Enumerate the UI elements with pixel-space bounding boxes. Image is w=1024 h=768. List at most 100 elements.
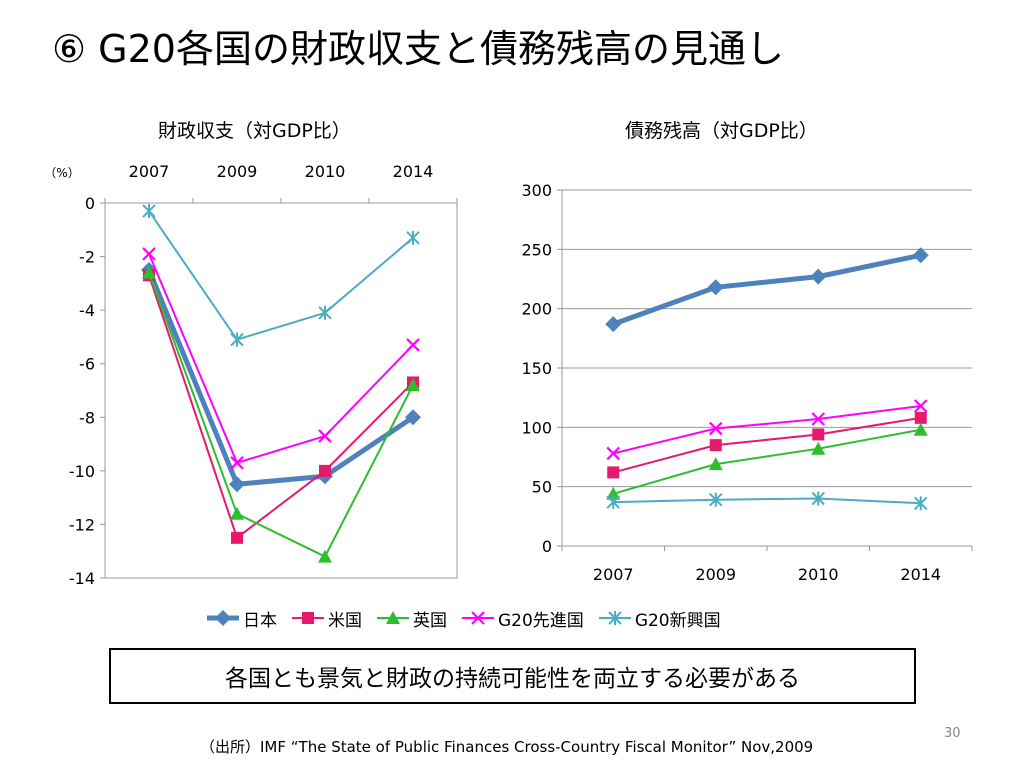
data-point-stroke bbox=[318, 429, 332, 443]
data-point bbox=[607, 466, 620, 479]
series-line bbox=[613, 497, 921, 505]
data-point bbox=[230, 332, 244, 347]
legend-swatch bbox=[207, 610, 239, 626]
data-point bbox=[406, 378, 420, 392]
y-tick-label: -14 bbox=[69, 569, 95, 588]
y-tick-label: -12 bbox=[69, 515, 95, 534]
note-text: 各国とも景気と財政の持続可能性を両立する必要がある bbox=[225, 666, 800, 692]
y-tick-label: -4 bbox=[79, 301, 95, 320]
data-point bbox=[142, 247, 156, 261]
fiscal-balance-chart: 0 -2 -4 -6 -8 -10 -12 -14 2007 2009 2010 2014 （%） bbox=[44, 162, 458, 588]
legend-marker bbox=[386, 611, 400, 624]
x-tick-label: 2007 bbox=[129, 162, 170, 181]
data-point bbox=[812, 428, 825, 441]
legend-label: 米国 bbox=[328, 610, 362, 631]
data-point bbox=[606, 446, 621, 461]
slide-title: ⑥ G20各国の財政収支と債務残高の見通し bbox=[52, 27, 784, 71]
legend-swatch bbox=[377, 611, 409, 624]
data-point bbox=[913, 422, 928, 436]
data-point bbox=[811, 441, 826, 455]
legend-marker bbox=[608, 611, 622, 625]
y-tick-label: 50 bbox=[532, 478, 552, 497]
data-point bbox=[318, 549, 332, 563]
x-tick-label: 2010 bbox=[798, 565, 839, 584]
data-point bbox=[406, 230, 420, 245]
legend-swatch bbox=[462, 611, 494, 625]
debt-chart-title: 債務残高（対GDP比） bbox=[625, 120, 818, 142]
series-line bbox=[612, 428, 921, 495]
y-tick-label: -8 bbox=[79, 408, 95, 427]
data-point bbox=[319, 464, 331, 477]
y-tick-label: -6 bbox=[79, 355, 95, 374]
debt-chart: 300 250 200 150 100 50 0 2007 2009 2010 2014 bbox=[521, 181, 973, 584]
data-point-stroke bbox=[606, 446, 621, 461]
x-tick-label: 2009 bbox=[217, 162, 258, 181]
data-point-stroke bbox=[406, 338, 420, 352]
series-line bbox=[148, 210, 414, 341]
data-point-stroke bbox=[142, 247, 156, 261]
legend-marker-stroke bbox=[471, 611, 485, 625]
y-tick-label: 0 bbox=[85, 194, 95, 213]
data-point bbox=[405, 409, 421, 426]
data-point bbox=[318, 429, 332, 443]
x-tick-label: 2010 bbox=[305, 162, 346, 181]
data-point bbox=[709, 439, 722, 452]
data-point-stroke bbox=[811, 412, 826, 426]
y-tick-label: 150 bbox=[521, 359, 552, 378]
data-point bbox=[811, 412, 826, 426]
legend-swatch bbox=[292, 612, 324, 624]
data-point bbox=[142, 265, 156, 279]
legend-item: 日本 bbox=[205, 606, 277, 631]
source-note: （出所）IMF “The State of Public Finances Cr… bbox=[200, 738, 814, 756]
data-point bbox=[231, 531, 243, 544]
y-tick-label: 0 bbox=[542, 537, 552, 556]
data-point bbox=[914, 411, 927, 424]
legend-label: 英国 bbox=[413, 610, 447, 631]
data-point bbox=[230, 506, 244, 520]
series-line bbox=[613, 404, 921, 455]
y-tick-label: -10 bbox=[69, 462, 95, 481]
data-point bbox=[811, 491, 825, 506]
x-tick-label: 2014 bbox=[393, 162, 434, 181]
data-point bbox=[142, 204, 156, 219]
y-unit-label: （%） bbox=[44, 166, 79, 180]
y-tick-label: 200 bbox=[521, 300, 552, 319]
legend-item: 米国 bbox=[290, 606, 362, 631]
data-point bbox=[912, 247, 929, 264]
legend-label: 日本 bbox=[243, 610, 277, 631]
data-point bbox=[709, 492, 723, 507]
data-point bbox=[707, 279, 724, 296]
series-line bbox=[612, 252, 922, 327]
data-point bbox=[606, 495, 620, 510]
legend-item: G20新興国 bbox=[597, 606, 721, 631]
legend-label: G20新興国 bbox=[634, 610, 721, 631]
x-tick-label: 2014 bbox=[900, 565, 941, 584]
legend-swatch bbox=[598, 611, 631, 625]
series-line bbox=[612, 416, 921, 474]
data-point bbox=[913, 399, 928, 413]
legend-item: G20先進国 bbox=[460, 606, 584, 631]
legend-marker bbox=[215, 610, 231, 626]
chart-legend: 日本 米国 英国 G20先進国 G20新興国 bbox=[205, 605, 734, 631]
series-line bbox=[148, 272, 414, 558]
data-point bbox=[810, 268, 827, 285]
data-point bbox=[406, 338, 420, 352]
y-tick-label: 100 bbox=[521, 418, 552, 437]
series-line bbox=[148, 253, 414, 464]
legend-marker bbox=[471, 611, 485, 625]
data-point-stroke bbox=[913, 399, 928, 413]
data-point bbox=[708, 421, 723, 436]
data-point-stroke bbox=[230, 456, 244, 470]
series-line bbox=[146, 269, 415, 487]
series-line bbox=[148, 275, 414, 539]
y-tick-label: 250 bbox=[521, 240, 552, 259]
data-point-stroke bbox=[708, 421, 723, 436]
x-tick-label: 2007 bbox=[593, 565, 634, 584]
note-box: 各国とも景気と財政の持続可能性を両立する必要がある bbox=[109, 648, 916, 704]
data-point bbox=[230, 456, 244, 470]
data-point bbox=[606, 486, 621, 500]
y-tick-label: 300 bbox=[521, 181, 552, 200]
legend-marker bbox=[302, 612, 314, 624]
data-point bbox=[605, 316, 622, 333]
legend-label: G20先進国 bbox=[498, 610, 584, 631]
